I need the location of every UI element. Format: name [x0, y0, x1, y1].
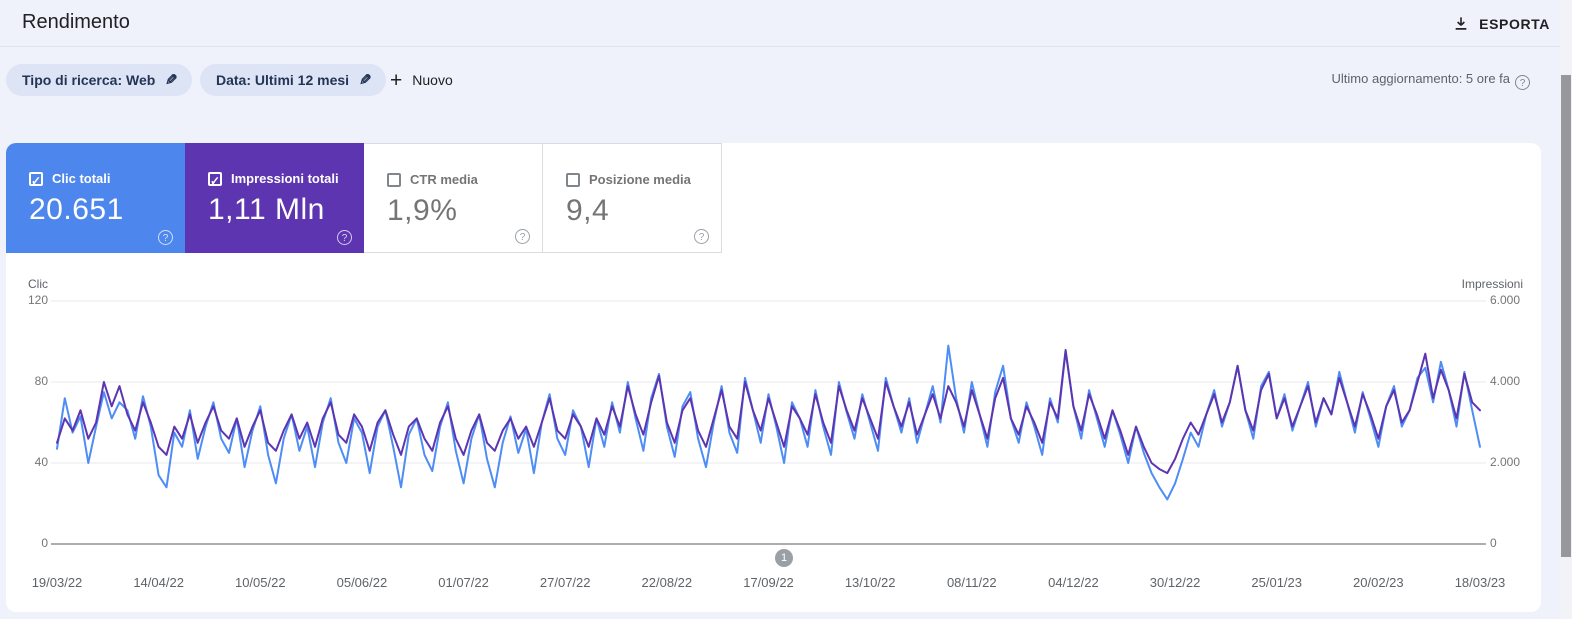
- export-button-label: ESPORTA: [1479, 16, 1550, 32]
- chart-page-indicator[interactable]: 1: [775, 549, 793, 567]
- x-axis-date-label: 19/03/22: [31, 575, 83, 590]
- x-axis-date-label: 30/12/22: [1149, 575, 1201, 590]
- search-type-filter-chip[interactable]: Tipo di ricerca: Web ✎: [6, 64, 192, 96]
- date-chip-label: Data: Ultimi 12 mesi: [216, 72, 350, 88]
- top-header-bar: Rendimento ESPORTA: [0, 0, 1572, 47]
- left-axis-tick: 80: [34, 374, 48, 388]
- metric-label: Impressioni totali: [231, 171, 339, 186]
- x-axis-date-label: 14/04/22: [133, 575, 184, 590]
- date-filter-chip[interactable]: Data: Ultimi 12 mesi ✎: [200, 64, 386, 96]
- x-axis-date-label: 05/06/22: [336, 575, 388, 590]
- metric-value: 20.651: [29, 193, 124, 226]
- edit-pencil-icon[interactable]: ✎: [165, 72, 178, 89]
- right-axis-tick: 2.000: [1490, 455, 1521, 469]
- edit-pencil-icon[interactable]: ✎: [359, 72, 372, 89]
- series-line-impressioni: [56, 349, 1481, 475]
- right-axis-tick: 0: [1490, 536, 1497, 550]
- x-axis-date-label: 01/07/22: [438, 575, 489, 590]
- metric-card-average-ctr[interactable]: ✓ CTR media 1,9% ?: [364, 143, 543, 253]
- download-icon: [1453, 16, 1469, 32]
- new-filter-button[interactable]: + Nuovo: [390, 64, 453, 96]
- checkbox-total-clicks[interactable]: ✓: [29, 172, 43, 188]
- help-icon[interactable]: ?: [1515, 75, 1530, 90]
- x-axis-date-label: 27/07/22: [539, 575, 591, 590]
- metric-cards-row: ✓ Clic totali 20.651 ? ✓ Impressioni total…: [6, 143, 722, 253]
- x-axis-date-label: 22/08/22: [641, 575, 693, 590]
- series-line-clic: [56, 344, 1481, 501]
- metric-label: CTR media: [410, 172, 478, 187]
- x-axis-date-label: 04/12/22: [1048, 575, 1099, 590]
- left-axis-title: Clic: [28, 277, 48, 291]
- right-axis-title: Impressioni: [1461, 277, 1523, 291]
- left-axis-tick: 0: [41, 536, 48, 550]
- x-axis-date-label: 25/01/23: [1251, 575, 1302, 590]
- performance-card: ✓ Clic totali 20.651 ? ✓ Impressioni total…: [6, 143, 1541, 612]
- metric-card-total-impressions[interactable]: ✓ Impressioni totali 1,11 Mln ?: [185, 143, 364, 253]
- metric-label: Posizione media: [589, 172, 691, 187]
- chart-canvas: [51, 300, 1486, 545]
- help-icon[interactable]: ?: [337, 230, 352, 245]
- filter-bar: Tipo di ricerca: Web ✎ Data: Ultimi 12 m…: [0, 48, 1572, 112]
- x-axis-date-label: 18/03/23: [1454, 575, 1506, 590]
- help-icon[interactable]: ?: [694, 229, 709, 244]
- metric-card-total-clicks[interactable]: ✓ Clic totali 20.651 ?: [6, 143, 185, 253]
- help-icon[interactable]: ?: [158, 230, 173, 245]
- metric-value: 9,4: [566, 194, 610, 227]
- x-axis-date-label: 20/02/23: [1353, 575, 1404, 590]
- metric-value: 1,9%: [387, 194, 458, 227]
- search-type-chip-label: Tipo di ricerca: Web: [22, 72, 156, 88]
- new-filter-label: Nuovo: [412, 72, 453, 88]
- metric-card-average-position[interactable]: ✓ Posizione media 9,4 ?: [543, 143, 722, 253]
- checkbox-average-ctr[interactable]: ✓: [387, 173, 401, 187]
- page-title: Rendimento: [22, 11, 130, 33]
- performance-line-chart: Clic Impressioni 1 0 0 40 2.000 80 4.000 120 6.…: [6, 270, 1541, 605]
- metric-value: 1,11 Mln: [208, 193, 325, 226]
- x-axis-date-label: 17/09/22: [743, 575, 794, 590]
- x-axis-date-label: 13/10/22: [844, 575, 896, 590]
- left-axis-tick: 40: [34, 455, 48, 469]
- plus-icon: +: [390, 68, 403, 92]
- help-icon[interactable]: ?: [515, 229, 530, 244]
- metric-label: Clic totali: [52, 171, 111, 186]
- checkbox-average-position[interactable]: ✓: [566, 173, 580, 187]
- export-button[interactable]: ESPORTA: [1453, 10, 1550, 38]
- last-update-text: Ultimo aggiornamento: 5 ore fa?: [1332, 71, 1530, 90]
- x-axis-date-label: 10/05/22: [234, 575, 286, 590]
- right-axis-tick: 6.000: [1490, 293, 1521, 307]
- left-axis-tick: 120: [27, 293, 48, 307]
- scrollbar-track: [1560, 0, 1572, 619]
- scrollbar-thumb[interactable]: [1561, 75, 1571, 557]
- checkbox-total-impressions[interactable]: ✓: [208, 172, 222, 188]
- x-axis-date-label: 08/11/22: [946, 575, 997, 590]
- right-axis-tick: 4.000: [1490, 374, 1521, 388]
